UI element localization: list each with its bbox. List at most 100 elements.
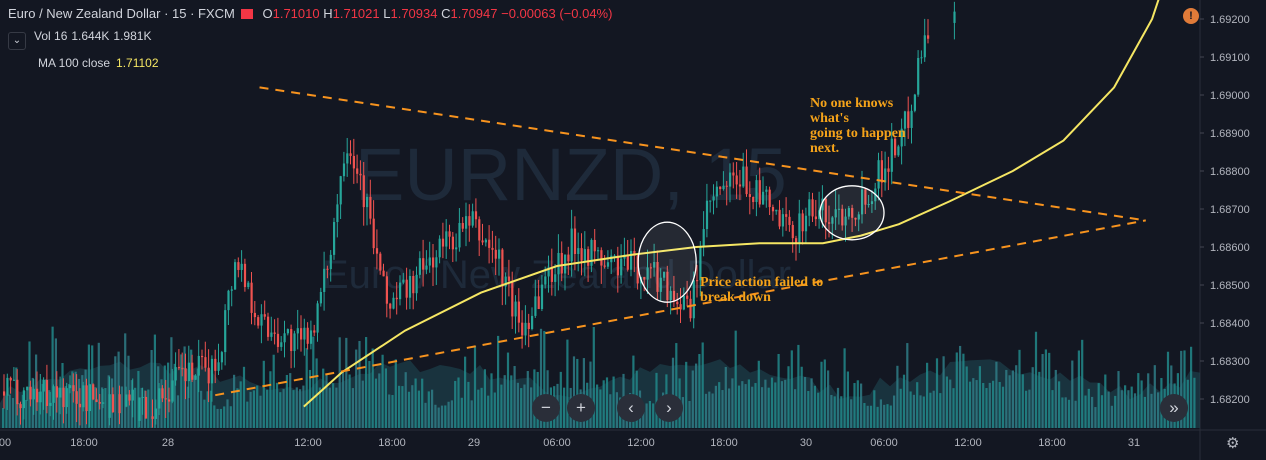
volume-bar	[962, 353, 965, 428]
candle-body	[9, 377, 12, 381]
candle-body	[630, 250, 633, 270]
volume-legend[interactable]: ⌄ Vol 16 1.644K 1.981K	[8, 29, 151, 50]
zoom-in-button[interactable]: +	[567, 394, 595, 422]
candle-body	[870, 201, 874, 205]
candle-body	[791, 224, 794, 239]
x-tick-label: 00	[0, 437, 11, 449]
volume-bar	[1015, 365, 1018, 428]
volume-bar	[256, 385, 259, 428]
candle-body	[606, 262, 610, 267]
volume-bar	[1127, 390, 1130, 428]
candle-body	[45, 380, 49, 406]
volume-bar	[120, 386, 123, 428]
candle-body	[168, 399, 171, 402]
candle-body	[923, 35, 926, 58]
volume-bar	[335, 387, 338, 428]
volume-bar	[8, 394, 11, 428]
candle-body	[177, 367, 181, 369]
volume-bar	[922, 396, 925, 428]
candle-body	[131, 389, 134, 401]
candle-body	[903, 111, 907, 129]
candle-body	[214, 358, 217, 371]
volume-bar	[437, 407, 440, 428]
candle-body	[75, 391, 78, 404]
volume-bar	[130, 380, 133, 428]
volume-bar	[470, 400, 473, 428]
scroll-left-button[interactable]: ‹	[617, 394, 645, 422]
candle-body	[867, 204, 870, 206]
symbol-title[interactable]: Euro / New Zealand Dollar · 15 · FXCM	[8, 6, 235, 21]
volume-bar	[1084, 395, 1087, 428]
volume-bar	[737, 385, 741, 428]
candle-body	[300, 328, 303, 340]
candle-body	[108, 394, 111, 418]
candle-body	[603, 265, 606, 267]
volume-bar	[757, 360, 760, 428]
candle-body	[451, 236, 454, 250]
volume-bar	[1048, 352, 1051, 428]
candle-body	[715, 186, 718, 197]
volume-bar	[345, 337, 348, 428]
candle-body	[283, 333, 286, 343]
volume-bar	[942, 356, 945, 428]
candle-body	[32, 388, 35, 400]
volume-bar	[1021, 374, 1024, 428]
volume-bar	[183, 346, 186, 428]
upper-trendline	[259, 86, 1146, 222]
candle-body	[570, 228, 573, 262]
volume-bar	[2, 408, 5, 428]
zoom-out-button[interactable]: −	[532, 394, 560, 422]
volume-bar	[490, 373, 493, 428]
candle-body	[253, 312, 256, 318]
chevron-down-icon[interactable]: ⌄	[8, 32, 26, 50]
y-tick-label: 1.68300	[1210, 356, 1250, 368]
volume-bar	[150, 350, 153, 428]
volume-bar	[1094, 407, 1097, 428]
volume-bar	[909, 391, 912, 428]
volume-bar	[1074, 400, 1077, 428]
ma-legend[interactable]: MA 100 close 1.71102	[38, 56, 159, 70]
volume-bar	[899, 388, 902, 428]
volume-bar	[315, 358, 318, 428]
volume-bar	[203, 399, 206, 428]
x-tick-label: 18:00	[70, 437, 98, 449]
volume-bar	[850, 399, 853, 428]
volume-bar	[147, 389, 150, 428]
volume-bar	[401, 386, 404, 428]
candle-body	[313, 330, 316, 333]
candle-body	[762, 191, 765, 205]
volume-bar	[431, 389, 434, 428]
candle-body	[676, 301, 679, 305]
volume-bar	[615, 392, 618, 428]
candle-body	[620, 258, 623, 276]
candle-body	[375, 248, 379, 254]
alert-icon[interactable]: !	[1183, 8, 1199, 24]
volume-bar	[777, 353, 780, 428]
volume-bar	[972, 378, 975, 428]
y-tick-label: 1.68900	[1210, 128, 1250, 140]
candle-body	[82, 385, 85, 408]
volume-bar	[794, 389, 797, 428]
candle-body	[98, 402, 101, 404]
volume-bar	[863, 403, 866, 428]
volume-bar	[1038, 371, 1041, 428]
candle-body	[534, 296, 537, 316]
volume-bar	[473, 345, 477, 428]
volume-bar	[602, 380, 605, 428]
jump-to-realtime-button[interactable]: »	[1160, 394, 1188, 422]
gear-icon[interactable]: ⚙	[1226, 435, 1240, 452]
candle-body	[689, 298, 692, 319]
volume-bar	[889, 405, 892, 428]
candle-body	[544, 276, 547, 285]
y-tick-label: 1.68200	[1210, 394, 1250, 406]
candle-body	[296, 328, 299, 334]
candle-body	[118, 394, 121, 414]
volume-bar	[464, 356, 467, 428]
volume-bar	[134, 387, 137, 428]
volume-bar	[883, 404, 886, 428]
volume-bar	[671, 357, 675, 428]
scroll-right-button[interactable]: ›	[655, 394, 683, 422]
candle-body	[587, 249, 590, 266]
volume-bar	[477, 389, 480, 428]
